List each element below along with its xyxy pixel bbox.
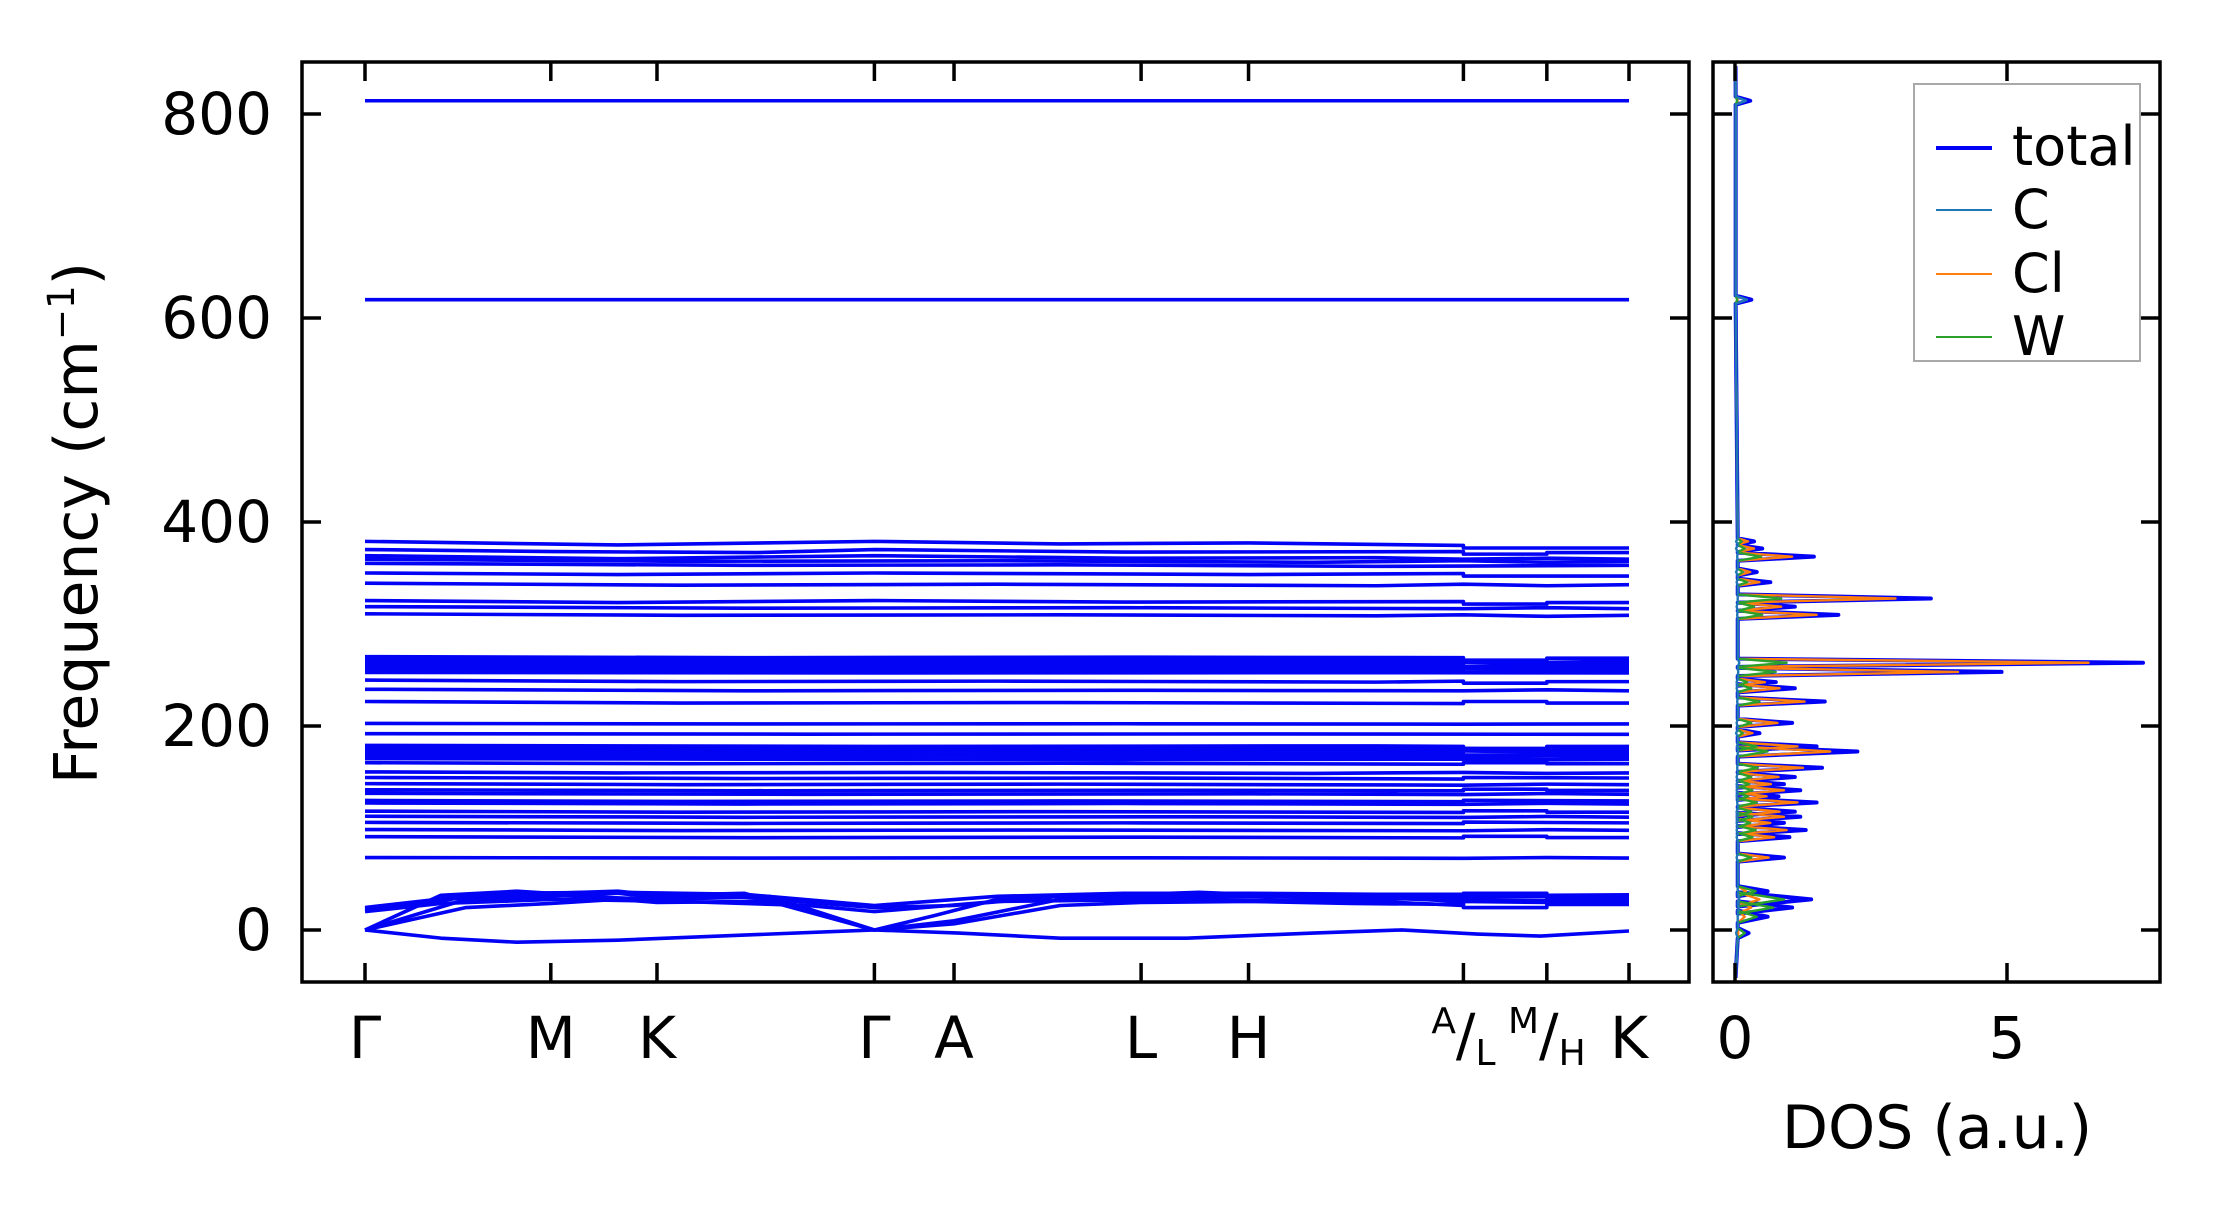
band-line-38 bbox=[364, 801, 1630, 807]
band-line-34 bbox=[364, 781, 1630, 787]
band-line-4 bbox=[364, 553, 1630, 562]
band-line-32 bbox=[364, 770, 1630, 776]
band-line-36 bbox=[364, 791, 1630, 797]
y-tick-label-0: 0 bbox=[235, 895, 272, 964]
k-point-label-8: M/H bbox=[1508, 1000, 1586, 1075]
dos-c-line bbox=[1734, 66, 1749, 978]
ktick-sup: M bbox=[1508, 1000, 1540, 1042]
band-line-42 bbox=[364, 827, 1630, 833]
band-line-31 bbox=[364, 760, 1629, 767]
band-line-19 bbox=[364, 670, 1630, 675]
band-line-40 bbox=[364, 814, 1630, 820]
legend-label-C: C bbox=[2012, 177, 2050, 241]
band-line-7 bbox=[364, 571, 1629, 578]
dos-tick-label-5: 5 bbox=[1988, 1004, 2026, 1072]
ktick-sup: A bbox=[1431, 1000, 1456, 1042]
k-point-label-1: M bbox=[525, 1004, 576, 1072]
legend-line-sample-total bbox=[1936, 146, 1992, 150]
band-line-13 bbox=[364, 657, 1630, 665]
legend: total C Cl W bbox=[1913, 83, 2141, 368]
band-line-24 bbox=[364, 731, 1630, 737]
band-line-6 bbox=[364, 561, 1630, 569]
y-axis-label: Frequency (cm−1) bbox=[39, 262, 112, 784]
band-line-29 bbox=[364, 753, 1630, 759]
k-point-label-9: K bbox=[1609, 1004, 1649, 1072]
band-line-33 bbox=[364, 775, 1630, 781]
y-axis-label-text: Frequency (cm bbox=[42, 340, 113, 785]
legend-line-sample-Cl bbox=[1936, 273, 1992, 275]
y-tick-label-800: 800 bbox=[161, 80, 272, 149]
y-axis-label-close: ) bbox=[42, 261, 113, 286]
band-line-35 bbox=[364, 787, 1629, 793]
band-line-43 bbox=[364, 834, 1629, 840]
band-line-39 bbox=[364, 809, 1629, 815]
dos-tick-label-0: 0 bbox=[1716, 1004, 1754, 1072]
band-line-45 bbox=[364, 928, 1630, 945]
k-point-label-0: Γ bbox=[348, 1004, 382, 1072]
ktick-sub: L bbox=[1475, 1033, 1496, 1075]
legend-label-W: W bbox=[2012, 304, 2066, 368]
band-line-37 bbox=[364, 798, 1630, 804]
band-line-41 bbox=[364, 820, 1630, 826]
band-line-20 bbox=[364, 678, 1629, 685]
k-point-label-3: Γ bbox=[858, 1004, 891, 1072]
band-line-8 bbox=[364, 581, 1630, 588]
band-line-2 bbox=[364, 539, 1629, 550]
band-line-30 bbox=[364, 756, 1630, 762]
band-line-5 bbox=[364, 557, 1630, 565]
legend-line-sample-C bbox=[1936, 209, 1992, 211]
legend-line-sample-W bbox=[1936, 336, 1992, 338]
legend-label-Cl: Cl bbox=[2012, 241, 2065, 305]
band-line-21 bbox=[364, 687, 1630, 693]
band-line-50 bbox=[364, 890, 1630, 910]
band-line-23 bbox=[364, 721, 1630, 726]
k-point-label-5: L bbox=[1124, 1004, 1158, 1072]
k-point-label-7: A/L bbox=[1431, 1000, 1496, 1075]
band-line-14 bbox=[364, 660, 1630, 667]
band-line-3 bbox=[364, 547, 1629, 556]
legend-label-total: total bbox=[2012, 114, 2136, 178]
band-line-22 bbox=[364, 699, 1629, 706]
band-line-9 bbox=[364, 598, 1629, 606]
y-tick-label-200: 200 bbox=[161, 691, 272, 760]
y-axis-label-superscript: −1 bbox=[38, 285, 83, 341]
band-line-27 bbox=[364, 748, 1630, 754]
y-tick-label-400: 400 bbox=[161, 488, 272, 556]
y-tick-label-600: 600 bbox=[161, 284, 272, 352]
dos-x-axis-label: DOS (a.u.) bbox=[1781, 1093, 2093, 1163]
k-point-label-6: H bbox=[1226, 1004, 1271, 1072]
ktick-sub: H bbox=[1558, 1033, 1586, 1075]
band-line-11 bbox=[364, 611, 1630, 619]
k-point-label-4: A bbox=[934, 1004, 974, 1072]
band-line-10 bbox=[364, 604, 1630, 611]
band-line-26 bbox=[364, 746, 1630, 752]
band-line-44 bbox=[364, 855, 1630, 861]
band-line-51 bbox=[364, 897, 1630, 914]
band-line-17 bbox=[364, 666, 1630, 672]
k-point-label-2: K bbox=[637, 1004, 676, 1072]
band-panel-frame bbox=[300, 60, 1691, 984]
